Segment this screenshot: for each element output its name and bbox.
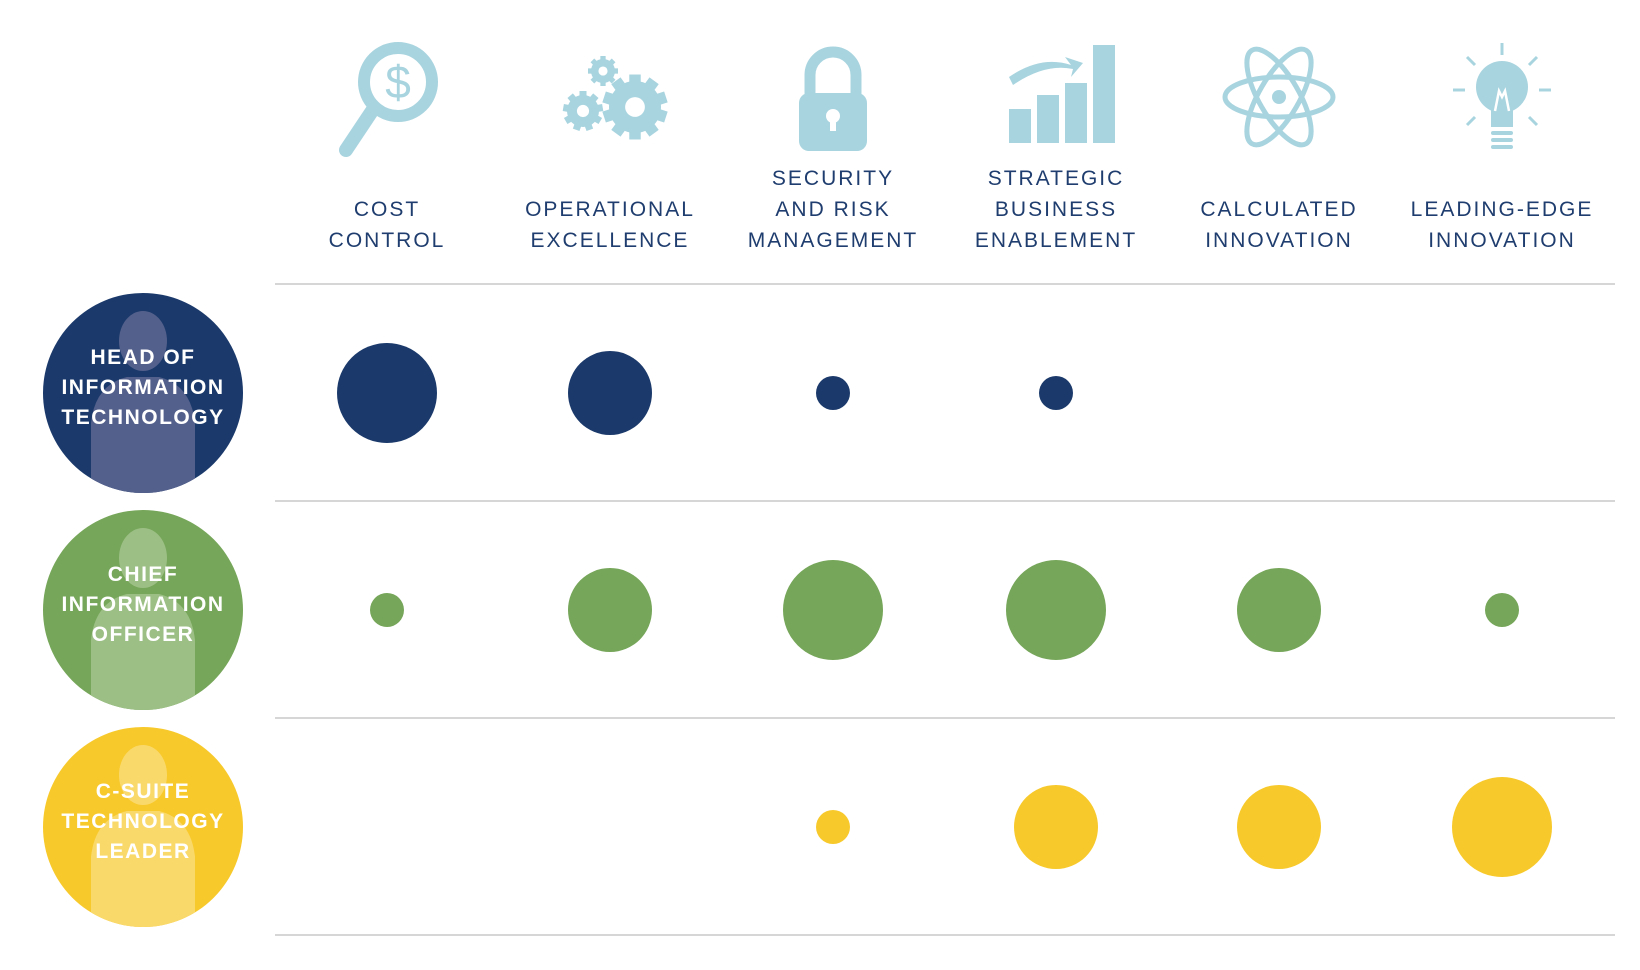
column-label-line: EXCELLENCE <box>530 229 690 252</box>
column-label-cost: COST CONTROL <box>282 194 492 256</box>
column-label-line: MANAGEMENT <box>747 229 919 252</box>
row-divider <box>275 283 1615 285</box>
column-label-line: INNOVATION <box>1205 229 1353 252</box>
row-label-line: LEADER <box>95 840 191 863</box>
row-label-csuite: C-SUITE TECHNOLOGY LEADER <box>43 727 243 927</box>
bubble-cio-opex <box>568 568 652 652</box>
bubble-csuite-leading <box>1452 777 1552 877</box>
bubble-cio-security <box>783 560 883 660</box>
row-label-line: OFFICER <box>91 623 195 646</box>
person-silhouette-icon <box>91 745 195 927</box>
row-label-line: INFORMATION <box>61 593 225 616</box>
column-label-line: CALCULATED <box>1200 198 1358 221</box>
row-divider <box>275 717 1615 719</box>
row-label-line: HEAD OF <box>90 346 196 369</box>
column-label-line: COST <box>353 198 421 221</box>
bubble-hoit-security <box>816 376 850 410</box>
bubble-cio-cost <box>370 593 404 627</box>
column-label-calculated: CALCULATED INNOVATION <box>1174 194 1384 256</box>
column-label-line: INNOVATION <box>1428 229 1576 252</box>
column-label-security: SECURITY AND RISK MANAGEMENT <box>728 163 938 256</box>
row-label-line: TECHNOLOGY <box>61 406 225 429</box>
row-divider <box>275 934 1615 936</box>
column-label-opex: OPERATIONAL EXCELLENCE <box>505 194 715 256</box>
row-label-line: CHIEF <box>107 563 179 586</box>
bubble-hoit-cost <box>337 343 437 443</box>
row-label-cio: CHIEF INFORMATION OFFICER <box>43 510 243 710</box>
bubble-csuite-strategic <box>1014 785 1098 869</box>
column-label-line: SECURITY <box>771 167 895 190</box>
magnifier-dollar-icon: $ <box>339 42 438 157</box>
growth-bar-chart-icon <box>1009 45 1115 143</box>
row-divider <box>275 500 1615 502</box>
row-label-line: INFORMATION <box>61 376 225 399</box>
bubble-cio-leading <box>1485 593 1519 627</box>
person-silhouette-icon <box>91 528 195 710</box>
bubble-hoit-strategic <box>1039 376 1073 410</box>
row-label-text: HEAD OF INFORMATION TECHNOLOGY <box>43 343 243 433</box>
column-label-line: LEADING-EDGE <box>1410 198 1594 221</box>
column-label-line: AND RISK <box>775 198 891 221</box>
bubble-cio-strategic <box>1006 560 1106 660</box>
row-label-line: TECHNOLOGY <box>61 810 225 833</box>
lightbulb-icon <box>1453 43 1551 149</box>
column-label-line: CONTROL <box>328 229 446 252</box>
column-label-line: OPERATIONAL <box>525 198 695 221</box>
column-label-line: STRATEGIC <box>987 167 1125 190</box>
bubble-hoit-opex <box>568 351 652 435</box>
column-label-leading: LEADING-EDGE INNOVATION <box>1397 194 1607 256</box>
column-label-line: ENABLEMENT <box>974 229 1138 252</box>
person-silhouette-icon <box>91 311 195 493</box>
bubble-csuite-security <box>816 810 850 844</box>
row-label-hoit: HEAD OF INFORMATION TECHNOLOGY <box>43 293 243 493</box>
padlock-icon <box>799 46 867 151</box>
bubble-cio-calculated <box>1237 568 1321 652</box>
bubble-csuite-calculated <box>1237 785 1321 869</box>
row-label-text: CHIEF INFORMATION OFFICER <box>43 560 243 650</box>
column-label-line: BUSINESS <box>994 198 1118 221</box>
column-label-strategic: STRATEGIC BUSINESS ENABLEMENT <box>951 163 1161 256</box>
row-label-line: C-SUITE <box>95 780 191 803</box>
svg-text:$: $ <box>385 56 411 108</box>
gears-icon <box>562 56 668 140</box>
row-label-text: C-SUITE TECHNOLOGY LEADER <box>43 777 243 867</box>
atom-icon <box>1222 46 1336 148</box>
